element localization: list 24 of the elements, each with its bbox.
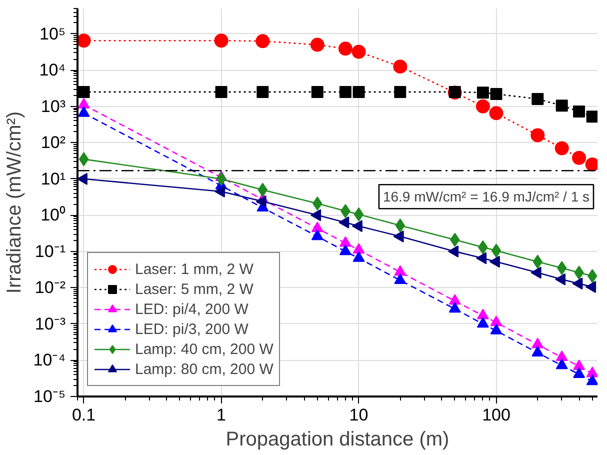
y-tick-label: 10⁻² [34,278,66,298]
legend-label: Lamp: 80 cm, 200 W [135,360,274,378]
legend-label: LED: pi/3, 200 W [135,320,248,338]
legend-label: Laser: 1 mm, 2 W [135,260,254,278]
x-tick-label: 0.1 [72,406,96,424]
x-tick-label: 100 [482,406,510,424]
y-tick-label: 10⁰ [40,206,66,225]
y-tick-label: 10⁻³ [34,314,66,334]
y-tick-label: 10¹ [40,169,66,188]
x-tick-label: 1 [216,406,226,424]
y-tick-label: 10⁵ [40,24,66,44]
y-tick-label: 10⁻⁴ [33,350,66,370]
legend-label: Laser: 5 mm, 2 W [135,280,254,298]
y-axis-title: Irradiance (mW/cm²) [3,111,26,294]
y-tick-label: 10² [40,133,66,152]
x-tick-label: 10 [349,406,368,424]
y-tick-label: 10⁻¹ [34,242,66,261]
legend-label: LED: pi/4, 200 W [135,300,248,318]
x-axis-title: Propagation distance (m) [226,428,450,450]
y-tick-label: 10⁻⁵ [34,387,66,406]
y-tick-label: 10³ [40,96,66,116]
legend-label: Lamp: 40 cm, 200 W [135,340,274,358]
y-tick-label: 10⁴ [39,60,66,80]
ref-line-label: 16.9 mW/cm² = 16.9 mJ/cm² / 1 s [382,188,590,205]
